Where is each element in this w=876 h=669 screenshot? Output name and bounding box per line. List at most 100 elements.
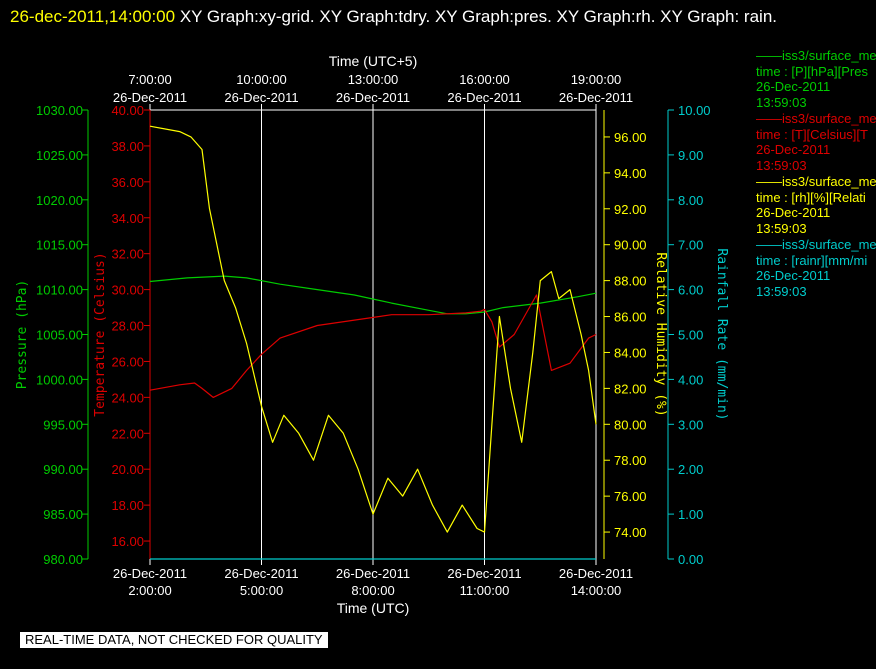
humidity-tick-label: 84.00 xyxy=(614,345,647,360)
temperature-tick-label: 26.00 xyxy=(111,354,144,369)
temperature-tick-label: 18.00 xyxy=(111,498,144,513)
x-tick-label-time: 8:00:00 xyxy=(351,583,394,598)
title-graphs: XY Graph:xy-grid. XY Graph:tdry. XY Grap… xyxy=(175,7,778,26)
legend-series-name: ——iss3/surface_me xyxy=(756,174,876,189)
humidity-tick-label: 96.00 xyxy=(614,130,647,145)
x-top-tick-label-date: 26-Dec-2011 xyxy=(336,90,410,105)
rain-tick-label: 5.00 xyxy=(678,328,703,343)
temperature-tick-label: 38.00 xyxy=(111,139,144,154)
legend-series-desc: time : [rh][%][Relati xyxy=(756,189,866,205)
rain-tick-label: 4.00 xyxy=(678,372,703,387)
rain-tick-label: 8.00 xyxy=(678,193,703,208)
x-tick-label-time: 11:00:00 xyxy=(460,583,510,598)
x-tick-label-time: 5:00:00 xyxy=(240,583,283,598)
pressure-axis-label: Pressure (hPa) xyxy=(15,280,30,390)
temperature-tick-label: 16.00 xyxy=(111,534,144,549)
temperature-tick-label: 30.00 xyxy=(111,283,144,298)
legend-entry-humidity: ——iss3/surface_me time : [rh][%][Relati 26… xyxy=(756,174,876,236)
x-tick-label-date: 26-Dec-2011 xyxy=(559,566,633,581)
temperature-tick-label: 22.00 xyxy=(111,426,144,441)
quality-badge: REAL-TIME DATA, NOT CHECKED FOR QUALITY xyxy=(20,632,328,648)
humidity-tick-label: 76.00 xyxy=(614,489,647,504)
temperature-tick-label: 40.00 xyxy=(111,103,144,118)
legend-series-name: ——iss3/surface_me xyxy=(756,48,876,63)
rain-axis-label: Rainfall Rate (mm/min) xyxy=(714,248,729,420)
x-top-tick-label-time: 16:00:00 xyxy=(459,72,510,87)
temperature-tick-label: 24.00 xyxy=(111,390,144,405)
humidity-series-line xyxy=(149,125,597,533)
legend-series-name: ——iss3/surface_me xyxy=(756,237,876,252)
humidity-tick-label: 74.00 xyxy=(614,525,647,540)
legend-series-time: 13:59:03 xyxy=(756,220,807,236)
pressure-tick-label: 1030.00 xyxy=(36,103,83,118)
x-top-axis-label: Time (UTC+5) xyxy=(329,53,418,69)
legend-series-date: 26-Dec-2011 xyxy=(756,142,831,157)
temperature-series-line xyxy=(149,294,597,398)
pressure-tick-label: 990.00 xyxy=(43,462,83,477)
page-title: 26-dec-2011,14:00:00 XY Graph:xy-grid. X… xyxy=(10,2,870,31)
legend-series-date: 26-Dec-2011 xyxy=(756,79,831,94)
x-tick-label-date: 26-Dec-2011 xyxy=(224,566,298,581)
humidity-tick-label: 86.00 xyxy=(614,310,647,325)
pressure-tick-label: 1025.00 xyxy=(36,148,83,163)
rain-tick-label: 7.00 xyxy=(678,238,703,253)
humidity-tick-label: 78.00 xyxy=(614,453,647,468)
x-tick-label-time: 14:00:00 xyxy=(571,583,622,598)
pressure-tick-label: 985.00 xyxy=(43,507,83,522)
humidity-tick-label: 80.00 xyxy=(614,417,647,432)
x-top-tick-label-date: 26-Dec-2011 xyxy=(447,90,521,105)
pressure-tick-label: 1015.00 xyxy=(36,238,83,253)
pressure-tick-label: 1000.00 xyxy=(36,372,83,387)
x-tick-label-time: 2:00:00 xyxy=(128,583,171,598)
x-top-tick-label-date: 26-Dec-2011 xyxy=(113,90,187,105)
humidity-tick-label: 90.00 xyxy=(614,238,647,253)
temperature-tick-label: 28.00 xyxy=(111,319,144,334)
humidity-tick-label: 94.00 xyxy=(614,166,647,181)
temperature-tick-label: 20.00 xyxy=(111,462,144,477)
pressure-tick-label: 995.00 xyxy=(43,417,83,432)
pressure-tick-label: 1005.00 xyxy=(36,328,83,343)
rain-tick-label: 9.00 xyxy=(678,148,703,163)
legend: ——iss3/surface_me time : [P][hPa][Pres 26-… xyxy=(756,48,876,300)
legend-series-desc: time : [P][hPa][Pres xyxy=(756,63,868,79)
humidity-tick-label: 82.00 xyxy=(614,381,647,396)
rain-tick-label: 1.00 xyxy=(678,507,703,522)
x-top-tick-label-time: 13:00:00 xyxy=(348,72,399,87)
temperature-tick-label: 32.00 xyxy=(111,247,144,262)
x-top-tick-label-time: 10:00:00 xyxy=(236,72,287,87)
rain-tick-label: 0.00 xyxy=(678,552,703,567)
legend-series-desc: time : [T][Celsius][T xyxy=(756,126,868,142)
pressure-series-line xyxy=(149,275,597,315)
temperature-tick-label: 34.00 xyxy=(111,211,144,226)
temperature-axis-label: Temperature (Celsius) xyxy=(93,252,108,416)
legend-series-time: 13:59:03 xyxy=(756,94,807,110)
x-tick-label-date: 26-Dec-2011 xyxy=(336,566,410,581)
legend-series-date: 26-Dec-2011 xyxy=(756,205,831,220)
humidity-axis-label: Relative Humidity (%) xyxy=(653,252,668,416)
x-top-tick-label-date: 26-Dec-2011 xyxy=(224,90,298,105)
legend-series-date: 26-Dec-2011 xyxy=(756,268,831,283)
x-top-tick-label-time: 7:00:00 xyxy=(128,72,171,87)
pressure-tick-label: 1010.00 xyxy=(36,283,83,298)
temperature-tick-label: 36.00 xyxy=(111,175,144,190)
x-tick-label-date: 26-Dec-2011 xyxy=(447,566,521,581)
legend-entry-temperature: ——iss3/surface_me time : [T][Celsius][T 26… xyxy=(756,111,876,173)
rain-tick-label: 10.00 xyxy=(678,103,711,118)
pressure-tick-label: 980.00 xyxy=(43,552,83,567)
x-axis-label: Time (UTC) xyxy=(337,600,410,616)
x-top-tick-label-time: 19:00:00 xyxy=(571,72,622,87)
x-tick-label-date: 26-Dec-2011 xyxy=(113,566,187,581)
legend-series-name: ——iss3/surface_me xyxy=(756,111,876,126)
rain-tick-label: 3.00 xyxy=(678,417,703,432)
legend-entry-rain: ——iss3/surface_me time : [rainr][mm/mi 26-… xyxy=(756,237,876,299)
humidity-tick-label: 92.00 xyxy=(614,202,647,217)
humidity-tick-label: 88.00 xyxy=(614,274,647,289)
legend-series-time: 13:59:03 xyxy=(756,283,807,299)
legend-series-desc: time : [rainr][mm/mi xyxy=(756,252,868,268)
title-timestamp: 26-dec-2011,14:00:00 xyxy=(10,7,176,26)
rain-tick-label: 2.00 xyxy=(678,462,703,477)
rain-tick-label: 6.00 xyxy=(678,283,703,298)
legend-series-time: 13:59:03 xyxy=(756,157,807,173)
legend-entry-pressure: ——iss3/surface_me time : [P][hPa][Pres 26-… xyxy=(756,48,876,110)
